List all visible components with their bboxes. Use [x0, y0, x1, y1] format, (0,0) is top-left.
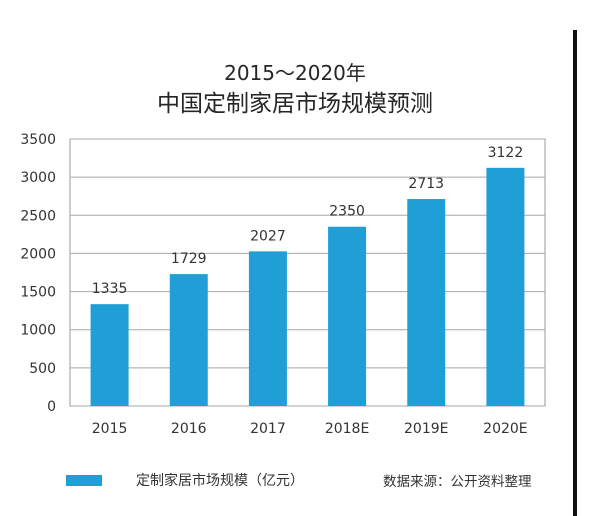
chart-title-line2: 中国定制家居市场规模预测: [157, 91, 433, 117]
data-label: 2350: [329, 204, 365, 220]
x-tick-label: 2016: [171, 421, 207, 437]
data-label: 1729: [171, 251, 207, 267]
data-label: 1335: [92, 281, 128, 297]
legend: 定制家居市场规模（亿元）: [66, 470, 304, 490]
bar: [328, 226, 367, 406]
plot-area-border: [69, 138, 546, 407]
grid-layer: [69, 138, 546, 407]
y-tick-label: 2500: [20, 208, 56, 224]
bar: [407, 199, 446, 406]
right-edge-rule: [573, 30, 577, 516]
legend-label: 定制家居市场规模（亿元）: [136, 473, 304, 489]
data-label: 2027: [250, 228, 286, 244]
y-tick-label: 2000: [20, 246, 56, 262]
y-tick-label: 3000: [20, 170, 56, 186]
bar-layer: [90, 167, 525, 406]
data-label: 2713: [408, 176, 444, 192]
chart-title-line1: 2015～2020年: [224, 61, 366, 85]
bar: [90, 304, 129, 406]
x-tick-label: 2018E: [325, 421, 369, 437]
bar: [169, 274, 208, 406]
x-tick-label: 2019E: [404, 421, 448, 437]
data-label: 3122: [488, 145, 524, 161]
x-tick-label: 2015: [92, 421, 128, 437]
bar: [486, 167, 525, 406]
y-tick-label: 500: [29, 361, 56, 377]
legend-swatch: [66, 474, 102, 486]
source-note: 数据来源：公开资料整理: [383, 474, 532, 490]
y-tick-label: 1500: [20, 285, 56, 301]
x-tick-label: 2020E: [483, 421, 527, 437]
x-tick-label: 2017: [250, 421, 286, 437]
y-tick-label: 3500: [20, 132, 56, 148]
y-tick-label: 1000: [20, 323, 56, 339]
bar: [248, 251, 287, 406]
label-layer: 0 500 1000 1500 2000 2500 3000 3500 1335 2015 1729…: [20, 132, 527, 437]
y-tick-label: 0: [47, 399, 56, 415]
